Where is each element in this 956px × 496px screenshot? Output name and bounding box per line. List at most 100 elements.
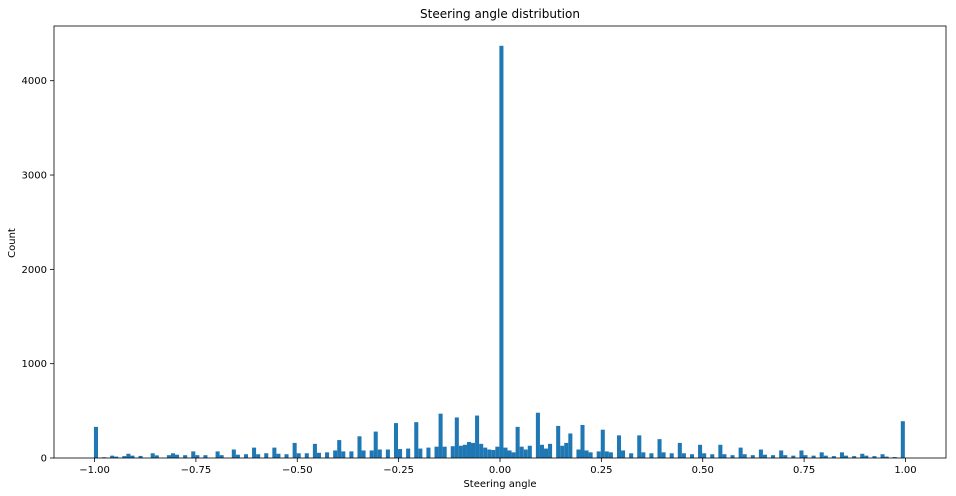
histogram-bar [503, 447, 508, 458]
histogram-bar [138, 455, 143, 458]
histogram-bar [539, 444, 544, 458]
histogram-bar [880, 454, 885, 458]
histogram-bar [823, 455, 828, 458]
histogram-bar [122, 456, 127, 458]
histogram-bar [434, 446, 439, 458]
histogram-bar [669, 453, 674, 458]
histogram-bar [791, 455, 796, 458]
histogram-bar [872, 456, 877, 458]
histogram-bar [316, 452, 321, 458]
histogram-bar [689, 454, 695, 458]
histogram-bar [466, 441, 472, 458]
histogram-bar [507, 450, 512, 458]
chart-title: Steering angle distribution [420, 7, 580, 21]
histogram-bar [406, 448, 411, 458]
histogram-bar [576, 449, 581, 458]
histogram-bar [900, 421, 905, 458]
histogram-bar [783, 455, 788, 458]
histogram-bar [831, 456, 836, 458]
histogram-bar [844, 455, 849, 458]
histogram-bar [523, 449, 528, 458]
histogram-bar [637, 435, 642, 458]
histogram-bar [515, 426, 520, 458]
histogram-bar [604, 451, 609, 458]
histogram-bar [852, 456, 857, 458]
histogram-bar [698, 444, 703, 458]
histogram-bar [702, 453, 707, 458]
histogram-bar [292, 442, 297, 458]
histogram-bar [657, 439, 662, 458]
histogram-bar [483, 447, 488, 458]
histogram-bar [377, 449, 382, 458]
histogram-bar [454, 417, 459, 458]
histogram-bar [398, 449, 403, 458]
histogram-bar [284, 454, 289, 458]
histogram-bar [471, 442, 476, 458]
histogram-bar [681, 453, 686, 458]
x-axis-ticks: −1.00 −0.75 −0.50 −0.25 0.00 0.25 0.50 0.75 1.00 [79, 458, 917, 476]
histogram-bar [491, 449, 496, 458]
histogram-bar [458, 445, 463, 458]
histogram-bar [616, 435, 622, 458]
histogram-bar [426, 447, 431, 458]
histogram-bar [462, 444, 467, 458]
histogram-bar [325, 452, 330, 458]
histogram-bar [361, 450, 366, 458]
x-tick-label: 1.00 [894, 465, 916, 476]
y-axis-title: Count [7, 228, 18, 258]
x-tick-label: −0.25 [383, 465, 414, 476]
histogram-bar [296, 453, 301, 458]
histogram-bar [150, 453, 155, 458]
x-tick-label: 0.75 [793, 465, 815, 476]
histogram-bar [235, 454, 240, 458]
histogram-bar [641, 452, 646, 458]
histogram-bar [710, 454, 715, 458]
histogram-bar [252, 447, 257, 458]
histogram-bar [750, 455, 755, 458]
histogram-bar [819, 452, 824, 458]
histogram-bar [126, 453, 131, 458]
histogram-bar [414, 422, 419, 458]
histogram-bar [130, 455, 135, 458]
histogram-bar [341, 451, 346, 458]
histogram-bar [860, 453, 865, 458]
histogram-bar [564, 442, 569, 458]
histogram-bar [385, 449, 390, 458]
histogram-bar [215, 451, 220, 458]
histogram-bar [479, 443, 484, 458]
histogram-bar [758, 449, 763, 458]
histogram-bar [588, 452, 593, 458]
histogram-bar [543, 448, 549, 458]
histogram-bar [738, 447, 743, 458]
histogram-bar [154, 455, 159, 458]
histogram-bar [495, 446, 500, 458]
histogram-bar [110, 455, 115, 458]
histogram-bar [499, 45, 504, 459]
histogram-bar [183, 455, 188, 458]
histogram-bar [191, 451, 196, 458]
histogram-bar [677, 442, 682, 458]
histogram-bar [369, 450, 374, 458]
histogram-bar [114, 456, 119, 458]
histogram-bar [333, 450, 338, 458]
histogram-bar [568, 433, 573, 458]
histogram-bar [779, 450, 784, 458]
histogram-bar [312, 443, 317, 458]
histogram-bar [718, 444, 723, 458]
histogram-bar [892, 457, 897, 458]
histogram-bar [393, 423, 399, 458]
y-axis-ticks: 0 1000 2000 3000 4000 [22, 76, 54, 465]
histogram-bar [661, 452, 666, 458]
histogram-bar [762, 454, 767, 458]
histogram-bar [649, 453, 654, 458]
histogram-bar [742, 454, 747, 458]
histogram-bar [864, 455, 869, 458]
histogram-bar [349, 451, 354, 458]
histogram-bar [803, 455, 808, 458]
histogram-bar [195, 455, 200, 458]
histogram-bar [475, 415, 480, 458]
histogram-bar [272, 447, 277, 458]
histogram-bar [438, 413, 443, 458]
